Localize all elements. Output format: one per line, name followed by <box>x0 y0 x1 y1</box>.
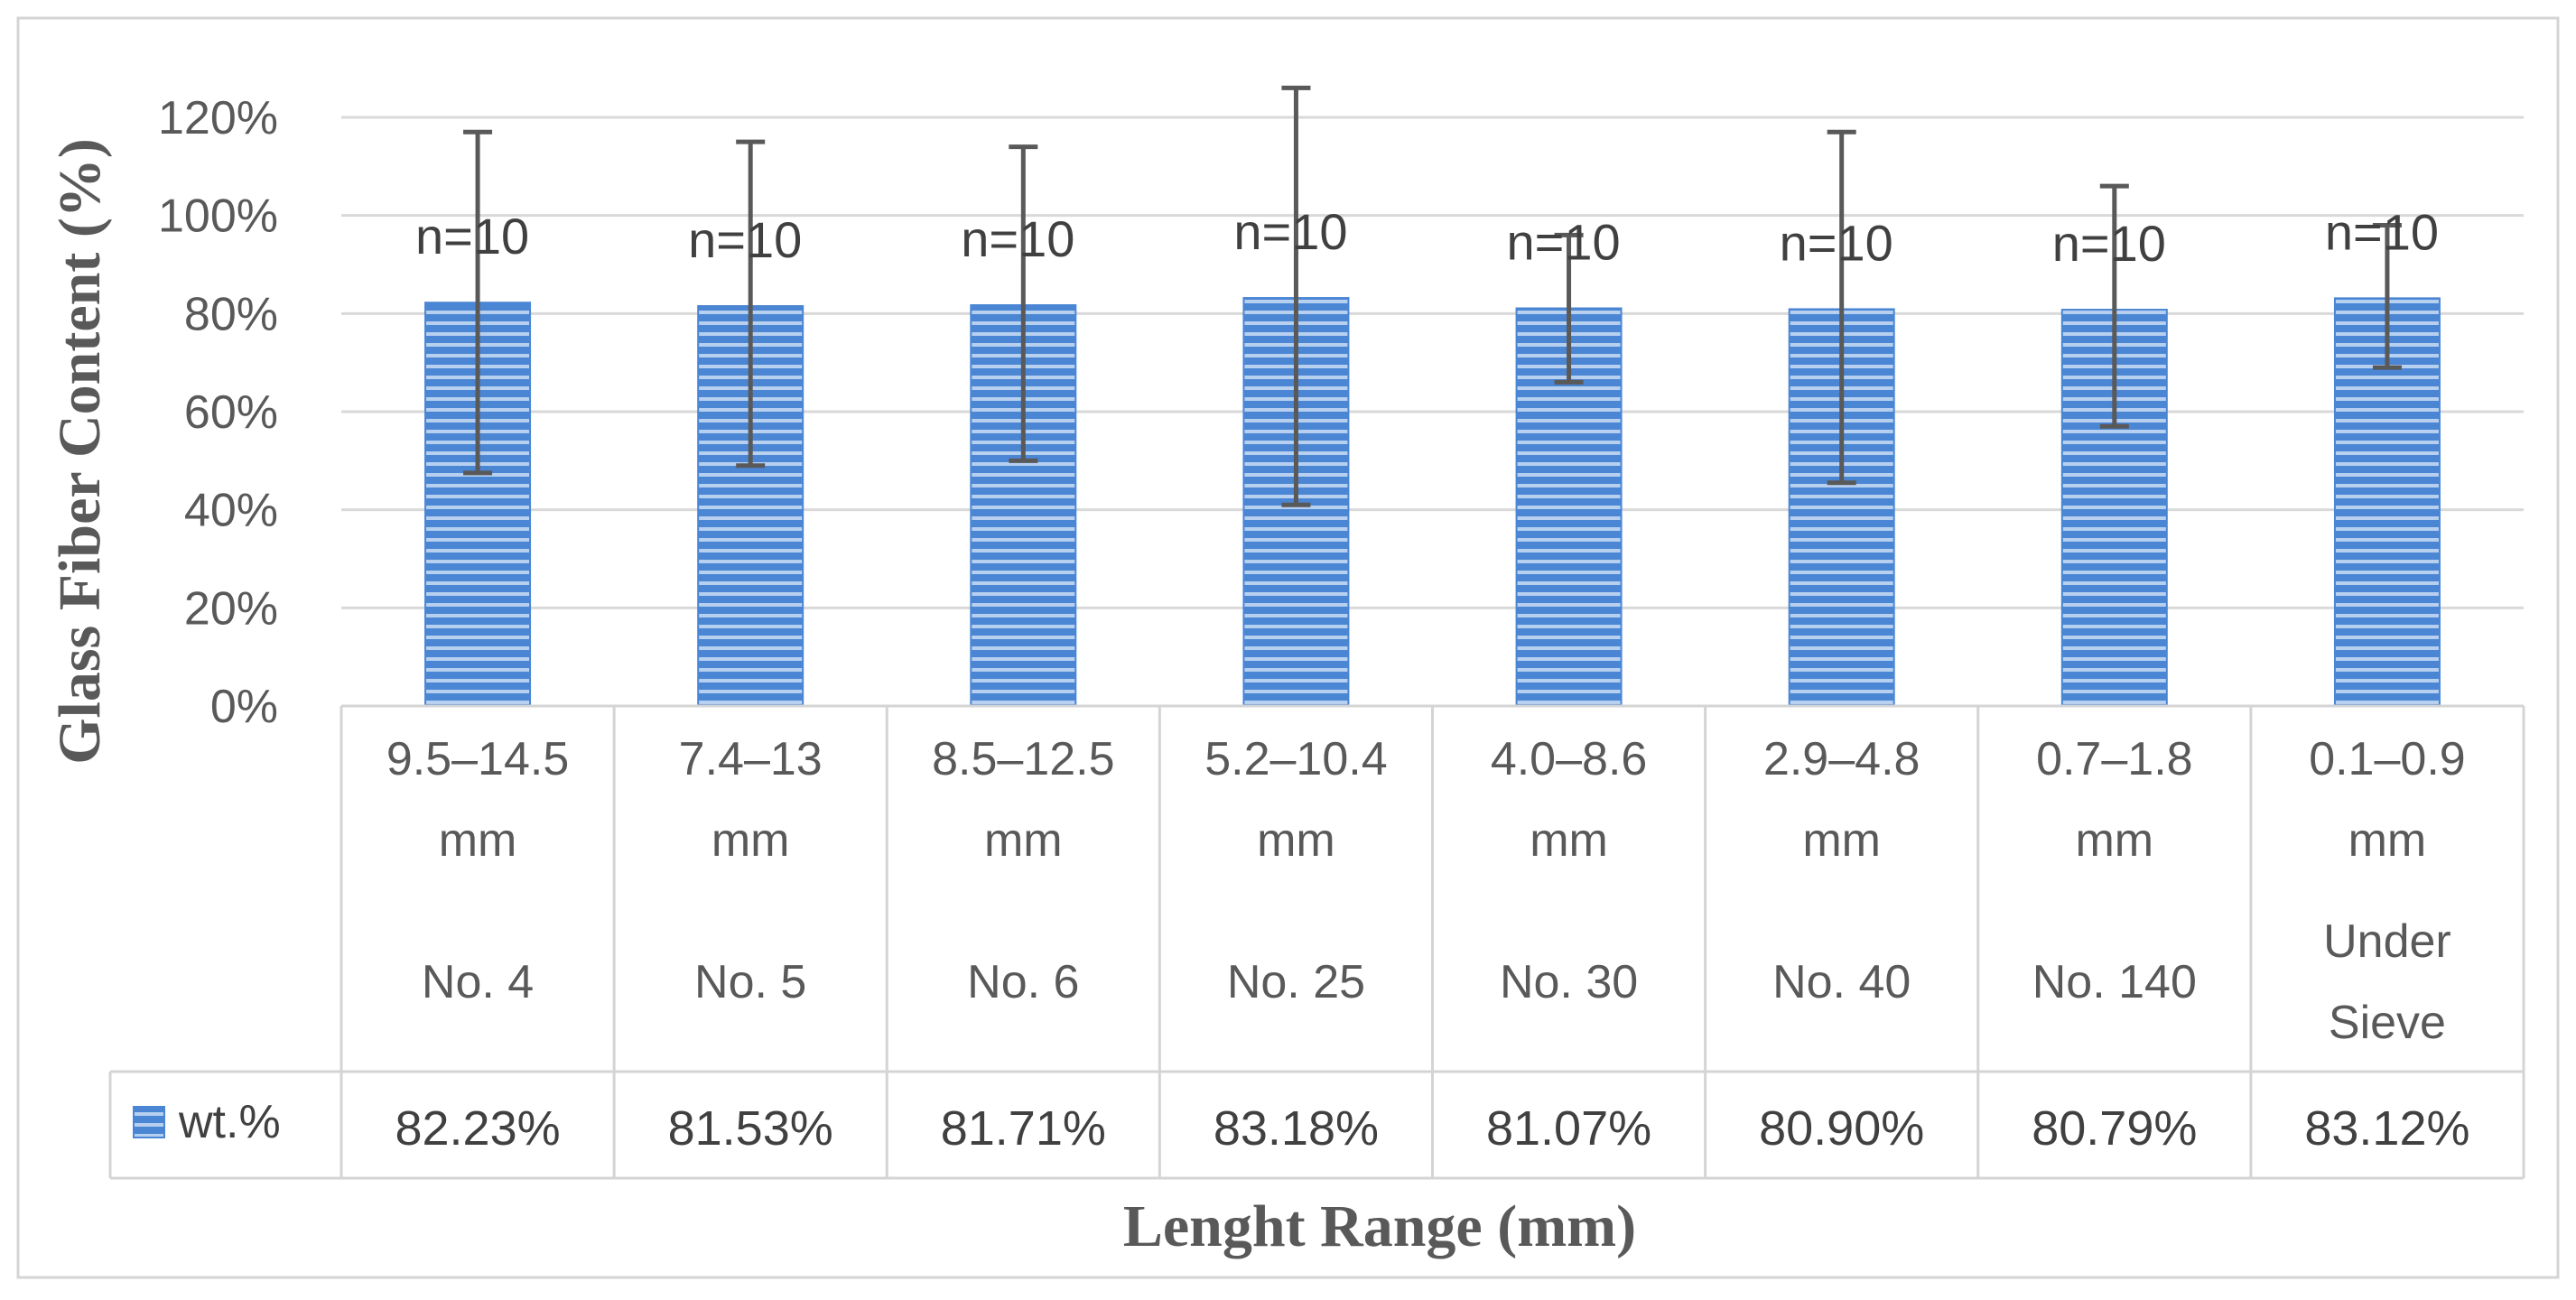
bars <box>424 297 2441 707</box>
x-tick-label: mm <box>711 814 790 867</box>
x-tick-label: No. 25 <box>1227 956 1365 1008</box>
x-tick-label: mm <box>439 814 517 867</box>
y-tick-label: 60% <box>184 386 278 439</box>
x-tick-label: No. 5 <box>694 956 806 1008</box>
sample-size-label: n=10 <box>2052 215 2166 272</box>
x-tick-label: 9.5–14.5 <box>386 733 569 785</box>
y-tick-label: 0% <box>210 681 278 733</box>
x-tick-label: 8.5–12.5 <box>932 733 1114 785</box>
x-tick-label: No. 30 <box>1500 956 1638 1008</box>
y-tick-label: 120% <box>158 92 278 144</box>
x-tick-label: Sieve <box>2329 997 2446 1049</box>
x-tick-label: No. 4 <box>422 956 534 1008</box>
x-tick-label: mm <box>2348 814 2427 867</box>
y-axis-ticks: 0% 20% 40% 60% 80% 100% 120% <box>158 92 278 733</box>
data-label: 83.12% <box>2304 1101 2469 1156</box>
x-tick-label: Under <box>2323 915 2451 968</box>
data-label: 81.71% <box>941 1101 1106 1156</box>
sample-size-label: n=10 <box>1780 214 1893 271</box>
data-label: 80.90% <box>1759 1101 1924 1156</box>
data-label: 81.53% <box>668 1101 833 1156</box>
sample-size-label: n=10 <box>1506 214 1620 271</box>
annotations: n=10 n=10 n=10 n=10 n=10 n=10 n=10 n=10 <box>415 203 2439 272</box>
legend-swatch <box>133 1106 165 1138</box>
data-label: 81.07% <box>1486 1101 1651 1156</box>
x-tick-label: No. 140 <box>2032 956 2197 1008</box>
x-tick-label: 0.1–0.9 <box>2309 733 2466 785</box>
x-tick-label: mm <box>1802 814 1881 867</box>
y-tick-label: 40% <box>184 485 278 537</box>
y-tick-label: 80% <box>184 288 278 340</box>
x-tick-label: No. 6 <box>967 956 1079 1008</box>
sample-size-label: n=10 <box>2325 203 2439 260</box>
sample-size-label: n=10 <box>688 211 802 268</box>
y-axis-title: Glass Fiber Content (%) <box>47 138 113 765</box>
error-bars <box>463 85 2402 507</box>
x-tick-label: 0.7–1.8 <box>2036 733 2193 785</box>
x-tick-label: mm <box>1530 814 1608 867</box>
y-tick-label: 20% <box>184 582 278 635</box>
data-label: 82.23% <box>395 1101 560 1156</box>
x-tick-label: mm <box>2075 814 2153 867</box>
x-tick-label: mm <box>984 814 1063 867</box>
x-axis-title: Lenght Range (mm) <box>1123 1193 1636 1259</box>
x-tick-label: 5.2–10.4 <box>1204 733 1387 785</box>
sample-size-label: n=10 <box>961 210 1074 267</box>
sample-size-label: n=10 <box>415 208 529 265</box>
data-label: 83.18% <box>1214 1101 1379 1156</box>
sample-size-label: n=10 <box>1233 203 1347 260</box>
x-tick-label: 2.9–4.8 <box>1763 733 1920 785</box>
x-tick-label: 4.0–8.6 <box>1491 733 1648 785</box>
data-table: 9.5–14.5 mm No. 4 82.23% 7.4–13 mm No. 5 81.53%… <box>108 704 2525 1180</box>
x-tick-label: No. 40 <box>1772 956 1911 1008</box>
legend-label: wt.% <box>178 1096 281 1148</box>
x-tick-label: 7.4–13 <box>679 733 823 785</box>
x-tick-label: mm <box>1257 814 1335 867</box>
data-label: 80.79% <box>2032 1101 2197 1156</box>
y-tick-label: 100% <box>158 190 278 243</box>
